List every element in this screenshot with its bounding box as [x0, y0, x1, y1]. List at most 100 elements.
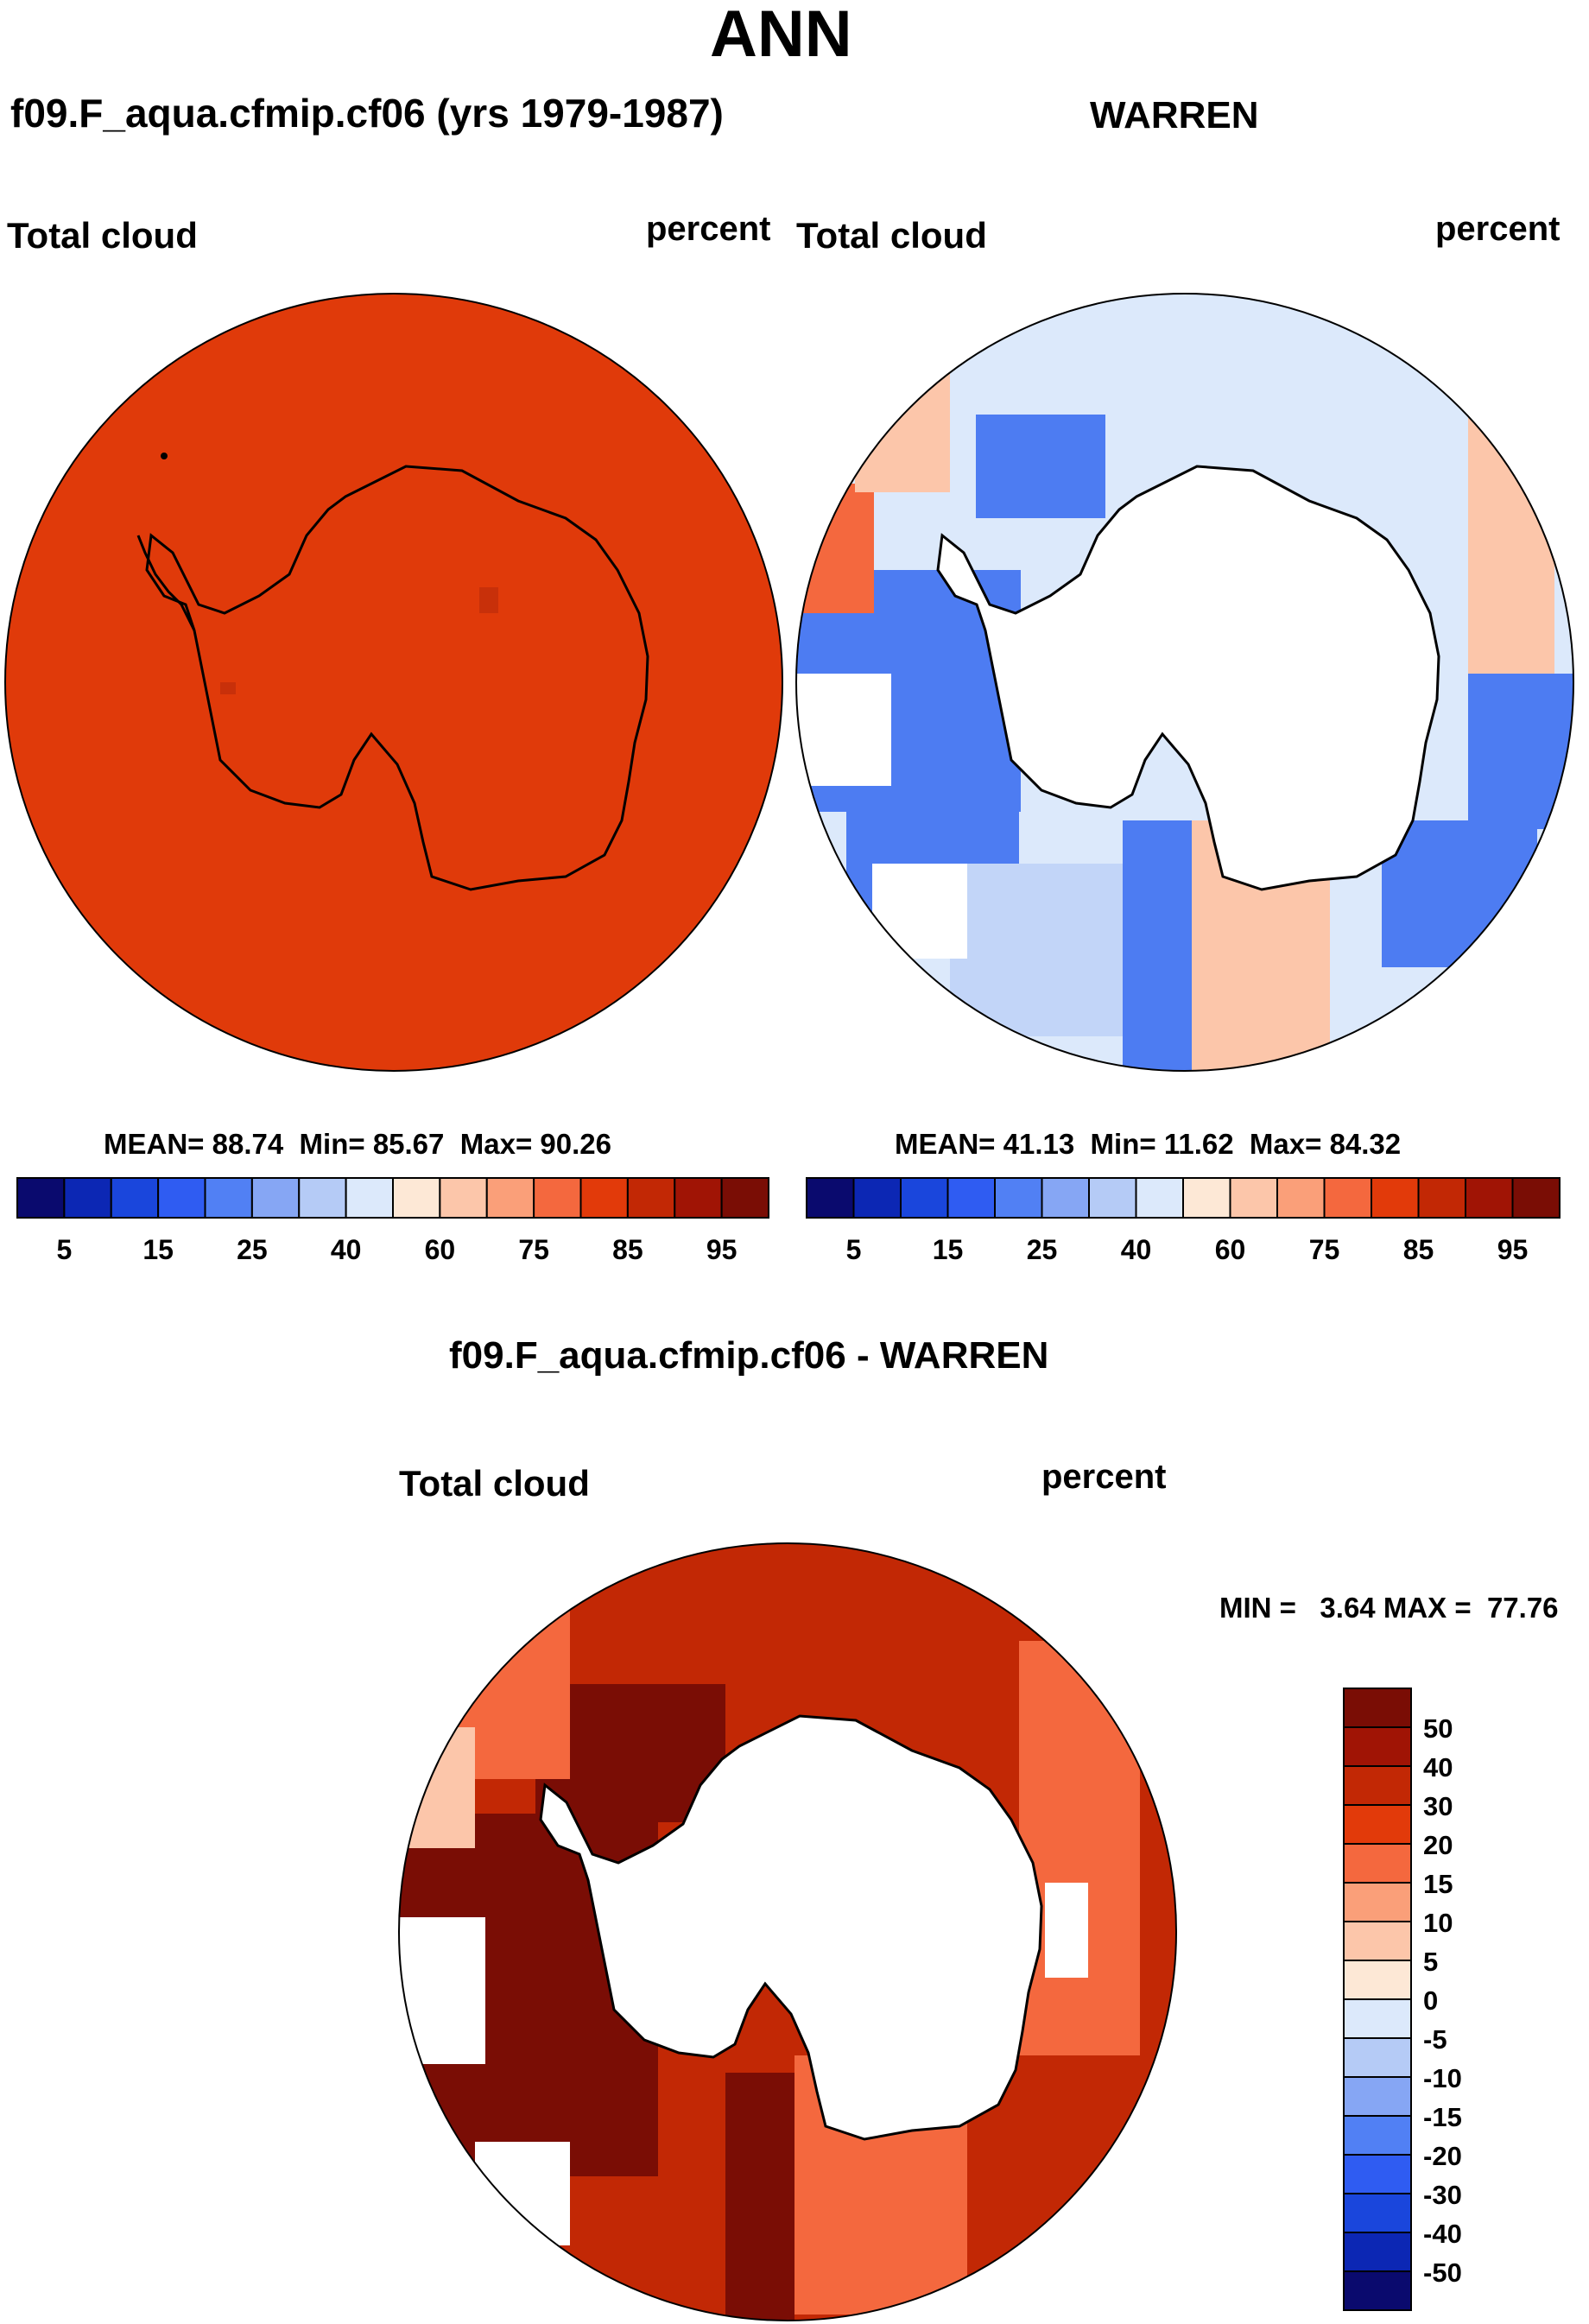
obs-colorbar-tick-label: 15	[933, 1234, 964, 1265]
diff-colorbar-cell	[1343, 1882, 1412, 1922]
model-antarctica	[136, 453, 649, 891]
model-mean-value: 88.74	[212, 1128, 284, 1160]
obs-colorbar-cell	[806, 1177, 855, 1219]
diff-variable-label: Total cloud	[399, 1463, 590, 1504]
obs-mean-label: MEAN=	[895, 1128, 996, 1160]
diff-sector-darkred-s	[725, 2073, 794, 2321]
model-min-value: 85.67	[372, 1128, 445, 1160]
diff-colorbar-tick-label: -50	[1423, 2258, 1462, 2288]
obs-min-value: 11.62	[1163, 1128, 1234, 1160]
obs-colorbar-cell	[1088, 1177, 1137, 1219]
obs-colorbar: 5 15 25 40 60 75 85 95	[806, 1177, 1561, 1265]
diff-colorbar-cell	[1343, 1960, 1412, 2000]
model-colorbar-tick-label: 5	[56, 1234, 72, 1265]
model-colorbar-tick-label: 40	[331, 1234, 362, 1265]
model-colorbar-cell	[110, 1177, 160, 1219]
diff-frame	[398, 1542, 1177, 2321]
obs-max-value: 84.32	[1329, 1128, 1402, 1160]
diff-colorbar-tick-label: -40	[1423, 2219, 1462, 2249]
obs-sector-blue-s	[1123, 820, 1192, 1071]
obs-colorbar-cell	[900, 1177, 949, 1219]
obs-colorbar-cell	[852, 1177, 902, 1219]
diff-colorbar-cell	[1343, 2232, 1412, 2272]
model-island	[161, 453, 168, 459]
diff-stats: MIN = 3.64 MAX = 77.76	[1219, 1592, 1559, 1624]
model-map	[4, 293, 783, 1072]
obs-colorbar-cell	[1465, 1177, 1514, 1219]
model-colorbar-tick-label: 60	[425, 1234, 456, 1265]
model-colorbar-cell	[204, 1177, 253, 1219]
model-max-label: Max=	[459, 1128, 533, 1160]
diff-colorbar-cell	[1343, 2154, 1412, 2194]
diff-colorbar-tick-label: 30	[1423, 1791, 1453, 1821]
obs-map	[795, 293, 1574, 1072]
diff-units-label: percent	[1041, 1458, 1167, 1496]
diff-sector-peach-nw	[406, 1727, 475, 1848]
obs-stats: MEAN= 41.13 Min= 11.62 Max= 84.32	[895, 1130, 1401, 1158]
obs-max-label: Max=	[1249, 1128, 1322, 1160]
obs-mean-value: 41.13	[1003, 1128, 1075, 1160]
obs-units-label: percent	[1435, 210, 1561, 248]
model-highland-patch	[479, 587, 498, 613]
diff-colorbar-cell	[1343, 1804, 1412, 1845]
diff-colorbar-cell	[1343, 1998, 1412, 2039]
diff-colorbar-tick-label: 20	[1423, 1830, 1453, 1860]
model-colorbar-cell	[63, 1177, 112, 1219]
obs-colorbar-cell	[1511, 1177, 1561, 1219]
obs-sector-peach-w	[855, 371, 950, 492]
obs-colorbar-cell	[1182, 1177, 1231, 1219]
obs-antarctica	[936, 465, 1440, 891]
diff-colorbar-tick-label: -15	[1423, 2102, 1462, 2132]
diff-colorbar-cell	[1343, 1921, 1412, 1961]
model-colorbar-cell	[674, 1177, 723, 1219]
model-colorbar-cell	[579, 1177, 629, 1219]
obs-colorbar-cell	[1135, 1177, 1184, 1219]
model-colorbar-cell	[439, 1177, 488, 1219]
diff-colorbar-tick-label: -5	[1423, 2024, 1447, 2055]
obs-colorbar-cell	[1417, 1177, 1466, 1219]
diff-colorbar-tick-label: 0	[1423, 1985, 1438, 2016]
diff-map	[398, 1542, 1177, 2321]
diff-colorbar-cell	[1343, 1688, 1412, 1728]
diff-sector-orange-e	[1019, 1641, 1140, 2055]
model-colorbar-tick-label: 85	[612, 1234, 643, 1265]
diff-field	[399, 1606, 1140, 2321]
model-colorbar-tick-label: 15	[142, 1234, 174, 1265]
diff-colorbar-tick-label: -20	[1423, 2141, 1462, 2171]
diff-colorbar-cell	[1343, 2270, 1412, 2311]
model-colorbar-cell	[345, 1177, 394, 1219]
page-title: ANN	[710, 0, 852, 71]
diff-sector-white-sw	[475, 2142, 570, 2245]
model-colorbar-cell	[16, 1177, 66, 1219]
model-max-value: 90.26	[540, 1128, 611, 1160]
model-stats: MEAN= 88.74 Min= 85.67 Max= 90.26	[104, 1130, 611, 1158]
obs-variable-label: Total cloud	[796, 215, 987, 256]
model-highland-patch-2	[220, 682, 236, 694]
diff-colorbar-cell	[1343, 1765, 1412, 1806]
model-min-label: Min=	[299, 1128, 365, 1160]
obs-colorbar-cell	[1041, 1177, 1090, 1219]
obs-colorbar-cell	[1323, 1177, 1372, 1219]
model-case-title: f09.F_aqua.cfmip.cf06 (yrs 1979-1987)	[10, 91, 724, 136]
diff-colorbar-tick-label: 50	[1423, 1713, 1453, 1744]
obs-colorbar-tick-label: 75	[1309, 1234, 1340, 1265]
model-coastline	[145, 465, 649, 891]
model-mean-label: MEAN=	[104, 1128, 205, 1160]
diff-colorbar-tick-label: -10	[1423, 2063, 1462, 2093]
model-colorbar-cell	[392, 1177, 441, 1219]
obs-min-label: Min=	[1090, 1128, 1156, 1160]
obs-frame	[795, 293, 1574, 1072]
diff-colorbar-cell	[1343, 1843, 1412, 1884]
diff-colorbar-tick-label: 40	[1423, 1752, 1453, 1783]
obs-sector-blue-e	[1468, 674, 1573, 829]
obs-case-title: WARREN	[1090, 94, 1259, 136]
diff-colorbar-cell	[1343, 2076, 1412, 2117]
model-peninsula	[136, 535, 196, 631]
obs-sector-white-sw	[872, 864, 967, 959]
obs-field	[796, 294, 1573, 1071]
obs-colorbar-tick-label: 25	[1027, 1234, 1058, 1265]
obs-sector-blue-n	[976, 415, 1105, 518]
model-colorbar-cell	[720, 1177, 769, 1219]
diff-colorbar-tick-label: 5	[1423, 1947, 1438, 1977]
